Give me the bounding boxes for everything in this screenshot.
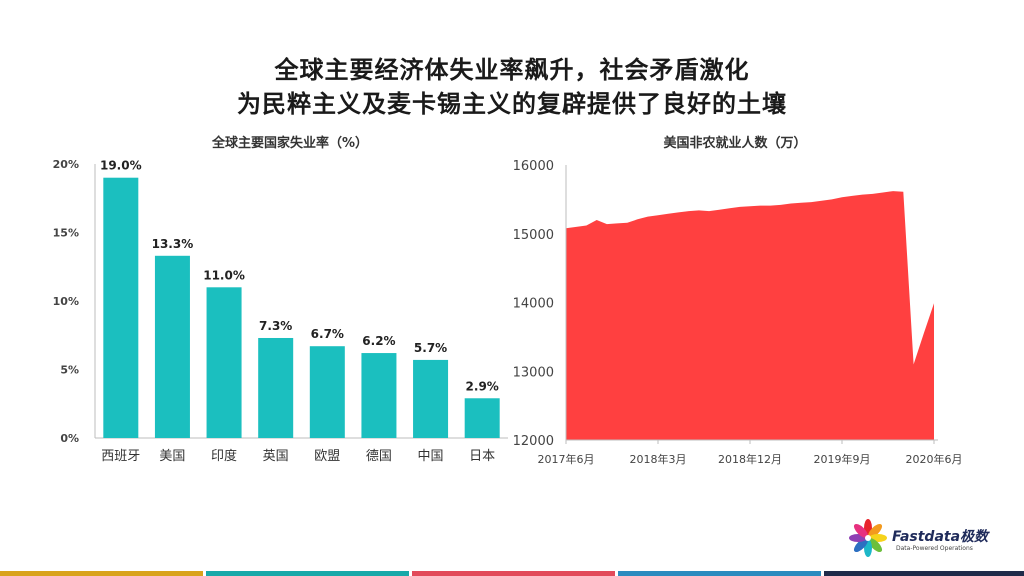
bar-category-label: 德国 <box>366 449 392 464</box>
area-y-tick-label: 14000 <box>513 297 554 312</box>
logo-text: Fastdata极数 <box>892 529 989 545</box>
bar-欧盟 <box>309 346 345 438</box>
bar-英国 <box>258 337 294 438</box>
payroll-area-series <box>566 191 934 440</box>
area-y-tick-label: 15000 <box>513 228 554 243</box>
bar-印度 <box>206 287 242 438</box>
bar-data-label: 11.0% <box>203 268 245 282</box>
footer-bar-navy <box>824 571 1024 576</box>
area-x-tick-label: 2018年3月 <box>630 452 687 466</box>
bar-data-label: 2.9% <box>466 379 499 393</box>
bar-category-label: 西班牙 <box>101 449 140 464</box>
bar-data-label: 6.2% <box>362 334 395 348</box>
area-x-tick-label: 2017年6月 <box>538 452 595 466</box>
bar-category-label: 日本 <box>469 449 495 464</box>
bar-data-label: 7.3% <box>259 319 292 333</box>
bar-y-tick-label: 20% <box>53 158 79 171</box>
bar-data-label: 13.3% <box>152 237 194 251</box>
bar-y-tick-label: 15% <box>53 227 79 240</box>
bar-category-label: 英国 <box>263 449 289 464</box>
fastdata-logo: Fastdata极数 Data-Powered Operations <box>848 518 998 562</box>
area-y-tick-label: 13000 <box>513 365 554 380</box>
bar-西班牙 <box>103 177 139 438</box>
footer-bar-red <box>412 571 615 576</box>
area-y-tick-label: 12000 <box>513 434 554 449</box>
area-y-tick-label: 16000 <box>513 159 554 174</box>
unemployment-chart-title: 全球主要国家失业率（%） <box>211 136 369 151</box>
bar-data-label: 5.7% <box>414 341 447 355</box>
footer-bar-blue <box>618 571 821 576</box>
bar-category-label: 印度 <box>211 448 237 464</box>
area-x-tick-label: 2019年9月 <box>814 452 871 466</box>
bar-德国 <box>361 353 397 438</box>
area-x-tick-label: 2020年6月 <box>906 452 963 466</box>
bar-美国 <box>154 255 190 438</box>
footer-bar-gold <box>0 571 203 576</box>
main-title-line-1: 全球主要经济体失业率飙升，社会矛盾激化 <box>274 56 750 84</box>
bar-category-label: 欧盟 <box>314 449 340 464</box>
bar-y-tick-label: 10% <box>53 295 79 308</box>
bar-中国 <box>413 359 449 438</box>
bar-y-tick-label: 0% <box>60 432 79 445</box>
bar-data-label: 19.0% <box>100 159 142 173</box>
footer-bar-teal <box>206 571 409 576</box>
flower-logo-icon <box>849 519 887 557</box>
bar-category-label: 中国 <box>418 449 444 464</box>
payroll-chart-title: 美国非农就业人数（万） <box>663 136 807 151</box>
area-x-tick-label: 2018年12月 <box>718 452 782 466</box>
main-title-line-2: 为民粹主义及麦卡锡主义的复辟提供了良好的土壤 <box>237 90 787 118</box>
bar-日本 <box>464 398 500 438</box>
logo-subtitle: Data-Powered Operations <box>896 545 973 552</box>
bar-y-tick-label: 5% <box>60 364 79 377</box>
bar-data-label: 6.7% <box>311 327 344 341</box>
bar-category-label: 美国 <box>159 449 185 464</box>
